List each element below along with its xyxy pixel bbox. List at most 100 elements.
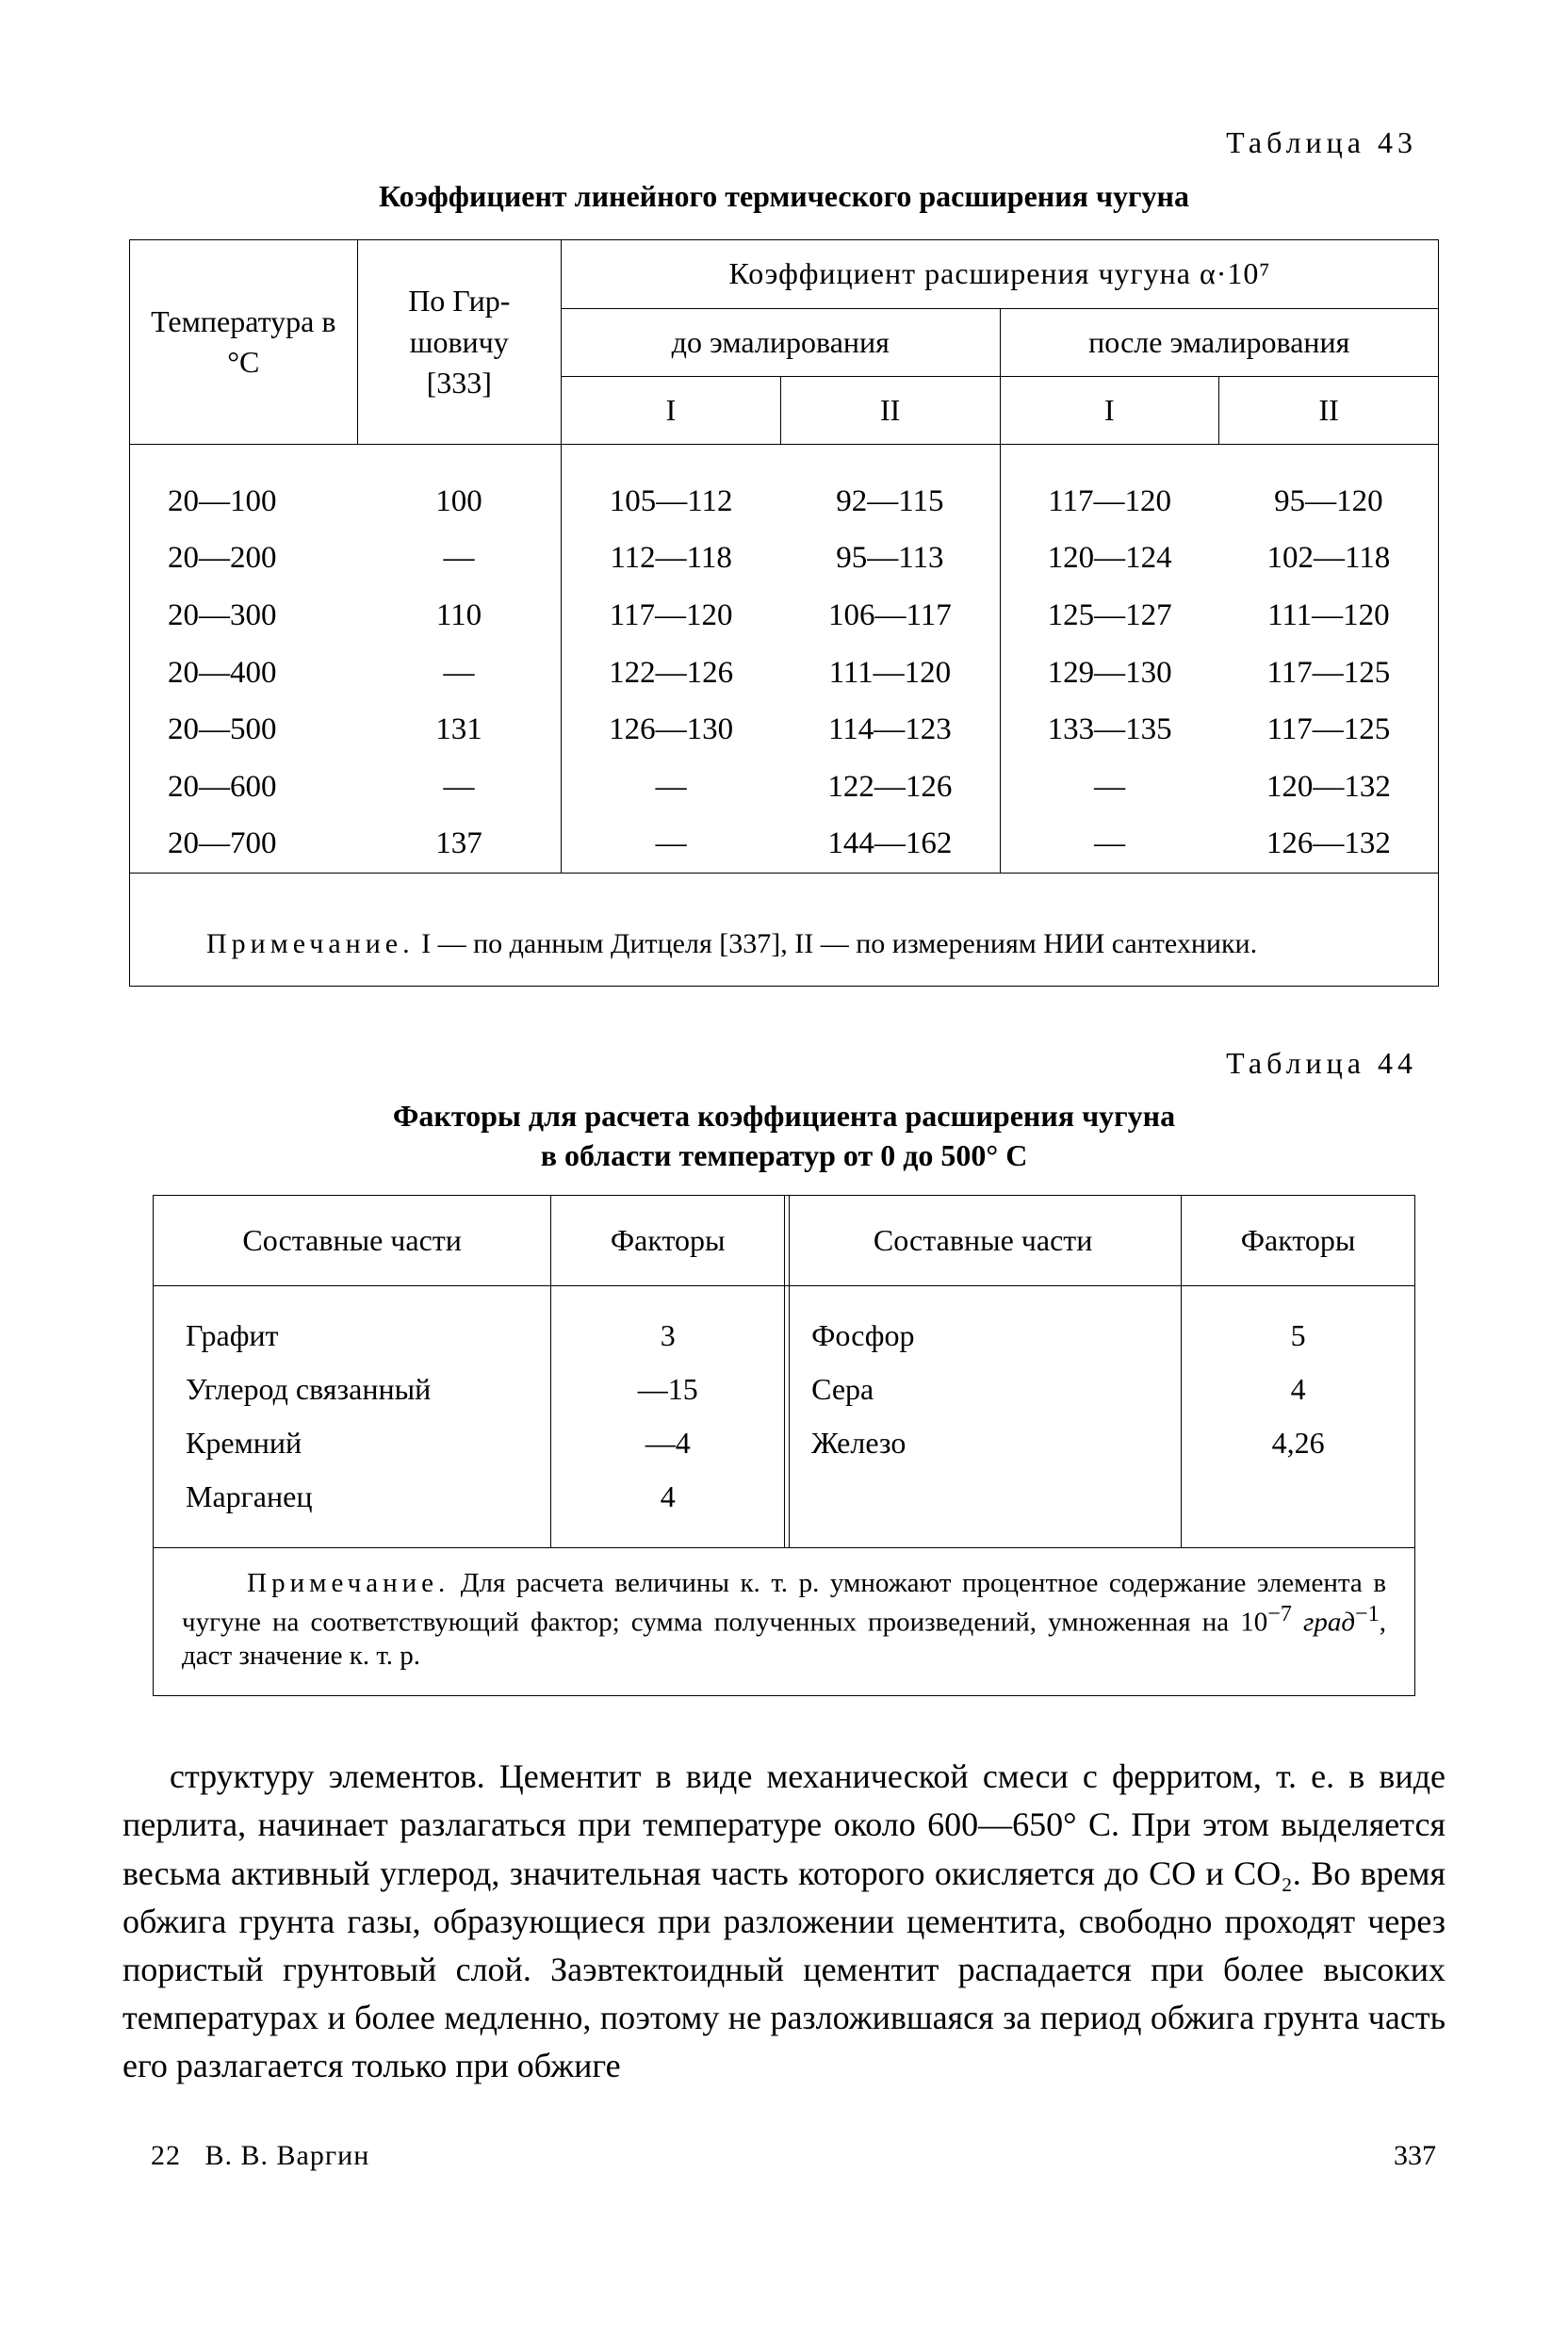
table44-footnote: Примечание. Для расчета величины к. т. р…	[154, 1547, 1415, 1696]
cell: 105—112	[562, 473, 781, 531]
table-row: 20—100 100 105—112 92—115 117—120 95—120	[130, 473, 1439, 531]
t: шовичу	[410, 325, 509, 359]
cell: 125—127	[1000, 587, 1219, 645]
cell	[785, 1470, 1182, 1524]
cell: Железо	[785, 1416, 1182, 1470]
cell: 5	[1182, 1309, 1415, 1363]
table43-h-temp-text: Температура в °С	[151, 304, 335, 379]
cell: 112—118	[562, 530, 781, 587]
table43-title: Коэффициент линейного термического расши…	[122, 176, 1446, 217]
table43-label: Таблица 43	[122, 122, 1417, 163]
table43-h-gir: По Гир- шовичу [333]	[357, 240, 562, 445]
cell: 20—300	[130, 587, 358, 645]
cell: 95—120	[1219, 473, 1439, 531]
note-label: Примечание.	[206, 928, 415, 959]
cell: 3	[551, 1309, 785, 1363]
table-row: 20—600 — — 122—126 — 120—132	[130, 759, 1439, 816]
cell: —	[562, 759, 781, 816]
table43-h-b2: II	[780, 376, 1000, 444]
t: −7	[1267, 1601, 1292, 1626]
cell: 122—126	[780, 759, 1000, 816]
t: По Гир-	[408, 284, 510, 318]
cell: 120—132	[1219, 759, 1439, 816]
cell: —15	[551, 1363, 785, 1416]
t: [333]	[427, 366, 492, 400]
page-footer: 22 В. В. Варгин 337	[122, 2137, 1446, 2176]
table44: Составные части Факторы Составные части …	[153, 1195, 1415, 1697]
cell: Кремний	[154, 1416, 551, 1470]
cell: 20—600	[130, 759, 358, 816]
table-row: Кремний —4 Железо 4,26	[154, 1416, 1415, 1470]
table43-h-temp: Температура в °С	[130, 240, 358, 445]
t44-h-comp2: Составные части	[785, 1195, 1182, 1285]
cell: 120—124	[1000, 530, 1219, 587]
cell: 4	[1182, 1363, 1415, 1416]
cell: —	[357, 530, 562, 587]
cell: 111—120	[1219, 587, 1439, 645]
table-row: 20—200 — 112—118 95—113 120—124 102—118	[130, 530, 1439, 587]
cell: 4	[551, 1470, 785, 1524]
table-row: Графит 3 Фосфор 5	[154, 1309, 1415, 1363]
cell: 117—125	[1219, 645, 1439, 702]
table44-label: Таблица 44	[122, 1043, 1417, 1084]
t44-h-fact1: Факторы	[551, 1195, 785, 1285]
table-row: 20—400 — 122—126 111—120 129—130 117—125	[130, 645, 1439, 702]
cell: 144—162	[780, 815, 1000, 873]
table-row: 20—700 137 — 144—162 — 126—132	[130, 815, 1439, 873]
table43-h-a2: II	[1219, 376, 1439, 444]
table-row: 20—300 110 117—120 106—117 125—127 111—1…	[130, 587, 1439, 645]
table43-h-super: Коэффициент расширения чугуна α·10⁷	[562, 240, 1439, 308]
cell: —	[1000, 759, 1219, 816]
cell: —	[357, 759, 562, 816]
cell: 110	[357, 587, 562, 645]
cell: 126—132	[1219, 815, 1439, 873]
table43: Температура в °С По Гир- шовичу [333] Ко…	[129, 239, 1439, 987]
cell: Фосфор	[785, 1309, 1182, 1363]
table43-h-before: до эмалирования	[562, 308, 1000, 376]
t44-h-fact2: Факторы	[1182, 1195, 1415, 1285]
cell: Сера	[785, 1363, 1182, 1416]
t: Факторы для расчета коэффициента расшире…	[393, 1099, 1175, 1133]
cell: 20—700	[130, 815, 358, 873]
table43-h-b1: I	[562, 376, 781, 444]
signature: 22 В. В. Варгин	[151, 2137, 369, 2176]
cell: 133—135	[1000, 701, 1219, 759]
cell	[1182, 1470, 1415, 1524]
cell: 95—113	[780, 530, 1000, 587]
cell: Графит	[154, 1309, 551, 1363]
cell: 20—200	[130, 530, 358, 587]
cell: 102—118	[1219, 530, 1439, 587]
page-number: 337	[1394, 2137, 1436, 2176]
cell: 4,26	[1182, 1416, 1415, 1470]
sig-num: 22	[151, 2140, 181, 2171]
cell: 129—130	[1000, 645, 1219, 702]
cell: 137	[357, 815, 562, 873]
cell: Углерод связанный	[154, 1363, 551, 1416]
cell: 114—123	[780, 701, 1000, 759]
body-paragraph: структуру элементов. Цементит в виде мех…	[122, 1753, 1446, 2090]
cell: —	[562, 815, 781, 873]
cell: —	[357, 645, 562, 702]
table-row: Марганец 4	[154, 1470, 1415, 1524]
table43-h-a1: I	[1000, 376, 1219, 444]
cell: 117—125	[1219, 701, 1439, 759]
t: град	[1292, 1608, 1355, 1638]
table43-footnote: Примечание. I — по данным Дитцеля [337],…	[130, 902, 1439, 987]
t: −1	[1355, 1601, 1380, 1626]
note-label: Примечание.	[247, 1568, 449, 1598]
cell: 131	[357, 701, 562, 759]
t44-h-comp1: Составные части	[154, 1195, 551, 1285]
cell: 122—126	[562, 645, 781, 702]
cell: 92—115	[780, 473, 1000, 531]
cell: 106—117	[780, 587, 1000, 645]
cell: 117—120	[562, 587, 781, 645]
table44-title: Факторы для расчета коэффициента расшире…	[122, 1097, 1446, 1175]
cell: 20—100	[130, 473, 358, 531]
cell: 111—120	[780, 645, 1000, 702]
note-text: I — по данным Дитцеля [337], II — по изм…	[415, 928, 1257, 959]
table-row: Углерод связанный —15 Сера 4	[154, 1363, 1415, 1416]
cell: 126—130	[562, 701, 781, 759]
t: в области температур от 0 до 500° С	[541, 1138, 1028, 1172]
cell: —4	[551, 1416, 785, 1470]
cell: 117—120	[1000, 473, 1219, 531]
